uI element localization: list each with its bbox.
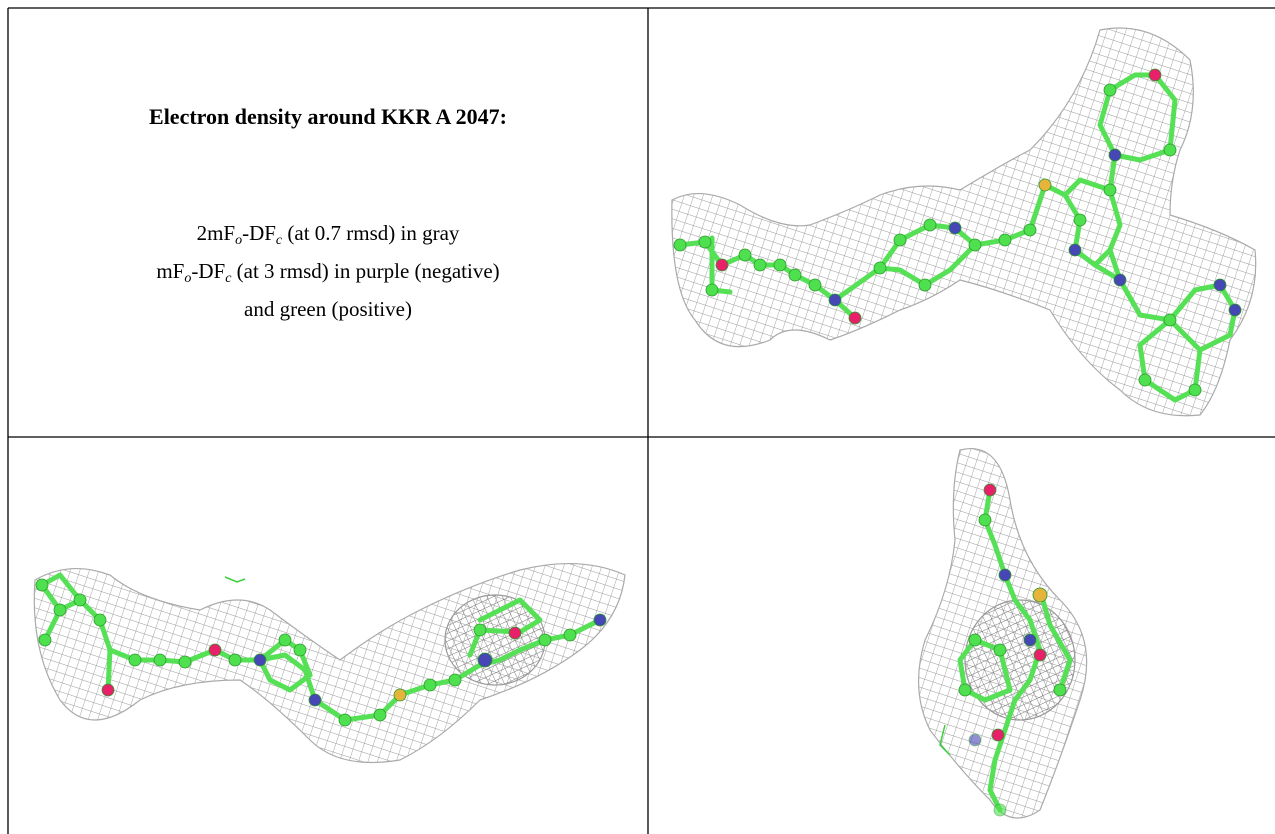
- text: -DF: [242, 221, 276, 245]
- text: mF: [156, 259, 185, 283]
- density-view-3: [918, 448, 1088, 819]
- subscript: c: [225, 271, 232, 286]
- caption-line: mFo-DFc (at 3 rmsd) in purple (negative): [8, 256, 648, 294]
- text: (at 0.7 rmsd) in gray: [282, 221, 460, 245]
- caption-line: and green (positive): [244, 297, 412, 321]
- subscript: o: [184, 271, 192, 286]
- caption-line: 2mFo-DFc (at 0.7 rmsd) in gray: [8, 218, 648, 256]
- caption-body: 2mFo-DFc (at 0.7 rmsd) in gray mFo-DFc (…: [8, 218, 648, 325]
- text: 2mF: [196, 221, 236, 245]
- density-view-2: [33, 562, 626, 764]
- subscript: c: [275, 233, 283, 248]
- atoms: [35, 578, 607, 727]
- density-view-1: [671, 27, 1257, 417]
- text: -DF: [191, 259, 226, 283]
- subscript: o: [235, 233, 243, 248]
- atoms: [958, 483, 1067, 817]
- text: (at 3 rmsd) in purple (negative): [231, 259, 500, 283]
- caption-cell: Electron density around KKR A 2047: 2mFo…: [8, 8, 648, 437]
- atoms: [673, 68, 1242, 397]
- table-lines: [7, 7, 1275, 834]
- caption-title: Electron density around KKR A 2047:: [149, 104, 507, 129]
